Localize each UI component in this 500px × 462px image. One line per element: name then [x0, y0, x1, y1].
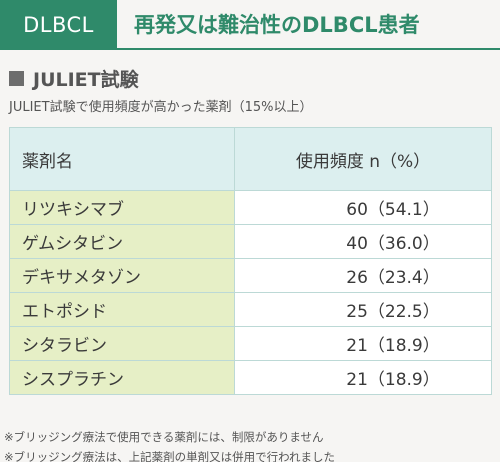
- frequency-cell: 21（18.9）: [234, 360, 492, 395]
- disease-tag: DLBCL: [0, 0, 117, 50]
- table-header-row: 薬剤名 使用頻度 n（%）: [9, 127, 492, 191]
- frequency-cell: 40（36.0）: [234, 224, 492, 259]
- frequency-cell: 60（54.1）: [234, 190, 492, 225]
- frequency-cell: 26（23.4）: [234, 258, 492, 293]
- drug-name-cell: シスプラチン: [9, 360, 235, 395]
- drug-name-cell: ゲムシタビン: [9, 224, 235, 259]
- table-row: シスプラチン 21（18.9）: [9, 360, 492, 395]
- table-caption: JULIET試験で使用頻度が高かった薬剤（15%以上）: [9, 100, 313, 115]
- footnotes: ※ブリッジング療法で使用できる薬剤には、制限がありません ※ブリッジング療法は、…: [4, 427, 335, 462]
- table-row: ゲムシタビン 40（36.0）: [9, 224, 492, 259]
- drug-name-cell: デキサメタゾン: [9, 258, 235, 293]
- footnote: ※ブリッジング療法は、上記薬剤の単剤又は併用で行われました: [4, 450, 336, 462]
- drug-frequency-table: 薬剤名 使用頻度 n（%） リツキシマブ 60（54.1） ゲムシタビン 40（…: [9, 127, 492, 395]
- drug-name-cell: エトポシド: [9, 292, 235, 327]
- square-bullet-icon: [9, 70, 24, 86]
- page-title: 再発又は難治性のDLBCL患者: [117, 0, 500, 50]
- drug-name-cell: シタラビン: [9, 326, 235, 361]
- section-heading: JULIET試験: [9, 64, 139, 92]
- page-header: DLBCL 再発又は難治性のDLBCL患者: [0, 0, 500, 50]
- footnote: ※ブリッジング療法で使用できる薬剤には、制限がありません: [4, 430, 324, 444]
- column-header-drug: 薬剤名: [9, 127, 235, 191]
- section-heading-text: JULIET試験: [33, 68, 139, 91]
- column-header-frequency: 使用頻度 n（%）: [234, 127, 492, 191]
- table-row: デキサメタゾン 26（23.4）: [9, 258, 492, 293]
- table-row: シタラビン 21（18.9）: [9, 326, 492, 361]
- drug-name-cell: リツキシマブ: [9, 190, 235, 225]
- table-row: リツキシマブ 60（54.1）: [9, 190, 492, 225]
- frequency-cell: 25（22.5）: [234, 292, 492, 327]
- table-row: エトポシド 25（22.5）: [9, 292, 492, 327]
- frequency-cell: 21（18.9）: [234, 326, 492, 361]
